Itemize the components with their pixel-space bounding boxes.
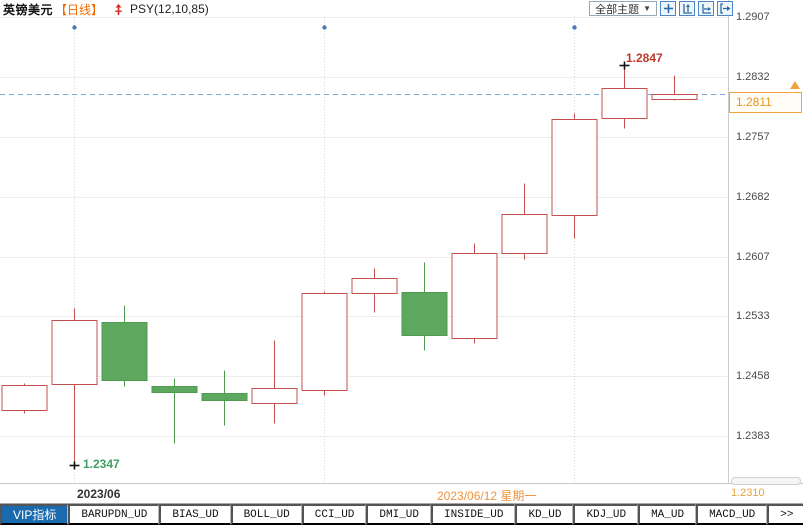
- candle-body: [501, 214, 548, 254]
- candle-body: [451, 253, 498, 339]
- candle-body: [351, 278, 398, 294]
- price-up-arrow-icon: [790, 81, 800, 89]
- price-axis-label: 1.2757: [736, 130, 770, 143]
- low-price-label: 1.2347: [83, 457, 120, 471]
- indicator-tab-kdj_ud[interactable]: KDJ_UD: [573, 504, 639, 525]
- indicator-tab-barupdn_ud[interactable]: BARUPDN_UD: [68, 504, 160, 525]
- indicator-tab-inside_ud[interactable]: INSIDE_UD: [431, 504, 516, 525]
- theme-dropdown[interactable]: 全部主题 ▼: [589, 1, 657, 16]
- scale-up-axis-button[interactable]: [679, 1, 695, 16]
- candle-body: [251, 388, 298, 404]
- indicator-name: PSY(12,10,85): [130, 2, 209, 16]
- chart-toolbar: 全部主题 ▼: [589, 1, 733, 16]
- price-axis-label: 1.2458: [736, 369, 770, 382]
- high-price-label: 1.2847: [626, 51, 663, 65]
- indicator-up-arrow-icon: [112, 3, 125, 16]
- candle-body: [151, 386, 198, 393]
- candle-body: [301, 293, 348, 391]
- scale-right-axis-icon: [701, 4, 711, 14]
- price-axis-label: 1.2907: [736, 10, 770, 23]
- indicator-tab-ma_ud[interactable]: MA_UD: [638, 504, 697, 525]
- chevron-down-icon: ▼: [643, 4, 651, 13]
- price-axis-label: 1.2607: [736, 250, 770, 263]
- candle-body: [401, 292, 448, 336]
- week-marker-dot: [572, 25, 577, 30]
- candle-body: [101, 322, 148, 381]
- pan-right-button[interactable]: [717, 1, 733, 16]
- price-axis-label: 1.2682: [736, 190, 770, 203]
- period-label: 【日线】: [55, 2, 104, 17]
- indicator-tab-boll_ud[interactable]: BOLL_UD: [230, 504, 302, 525]
- candle-body: [651, 94, 698, 100]
- indicator-tab-macd_ud[interactable]: MACD_UD: [696, 504, 768, 525]
- indicator-tab-vip指标[interactable]: VIP指标: [0, 504, 69, 525]
- scale-right-axis-button[interactable]: [698, 1, 714, 16]
- crosshair-icon: [663, 4, 673, 13]
- current-price-box: 1.2811: [729, 92, 802, 113]
- chart-title: 英镑美元 【日线】 PSY(12,10,85): [3, 1, 209, 17]
- symbol-name: 英镑美元: [3, 2, 54, 17]
- week-marker-dot: [322, 25, 327, 30]
- indicator-tab-bias_ud[interactable]: BIAS_UD: [159, 504, 231, 525]
- price-axis[interactable]: 1.2811 1.2907 1.2832 1.2757 1.2682 1.2607 1.2…: [728, 0, 803, 483]
- candle-body: [1, 385, 48, 411]
- time-axis: 2023/06 2023/06/12 星期一 1.2310: [0, 477, 803, 503]
- indicator-tab-bar: VIP指标 BARUPDN_UD BIAS_UD BOLL_UD CCI_UD DMI_U…: [0, 503, 803, 525]
- indicator-tab-kd_ud[interactable]: KD_UD: [515, 504, 574, 525]
- candlestick-canvas[interactable]: [0, 0, 728, 483]
- candle-body: [601, 88, 648, 119]
- candlestick-chart[interactable]: 1.2847 1.2347: [0, 0, 728, 483]
- scale-up-axis-icon: [682, 4, 692, 14]
- cursor-date-label: 2023/06/12 星期一: [437, 489, 537, 503]
- candle-body: [51, 320, 98, 385]
- crosshair-button[interactable]: [660, 1, 676, 16]
- month-label: 2023/06: [77, 487, 121, 501]
- axis-scrollbar-thumb[interactable]: [731, 477, 801, 485]
- price-axis-label: 1.2533: [736, 309, 770, 322]
- price-axis-label: 1.2832: [736, 70, 770, 83]
- candle-body: [201, 393, 248, 401]
- indicator-tab-cci_ud[interactable]: CCI_UD: [301, 504, 367, 525]
- indicator-tab-dmi_ud[interactable]: DMI_UD: [366, 504, 432, 525]
- pan-right-icon: [719, 3, 730, 14]
- theme-dropdown-label: 全部主题: [595, 3, 640, 16]
- tab-overflow-button[interactable]: >>: [767, 504, 803, 525]
- axis-bottom-price-label: 1.2310: [731, 487, 765, 499]
- week-marker-dot: [72, 25, 77, 30]
- candle-body: [551, 119, 598, 216]
- price-axis-label: 1.2383: [736, 429, 770, 442]
